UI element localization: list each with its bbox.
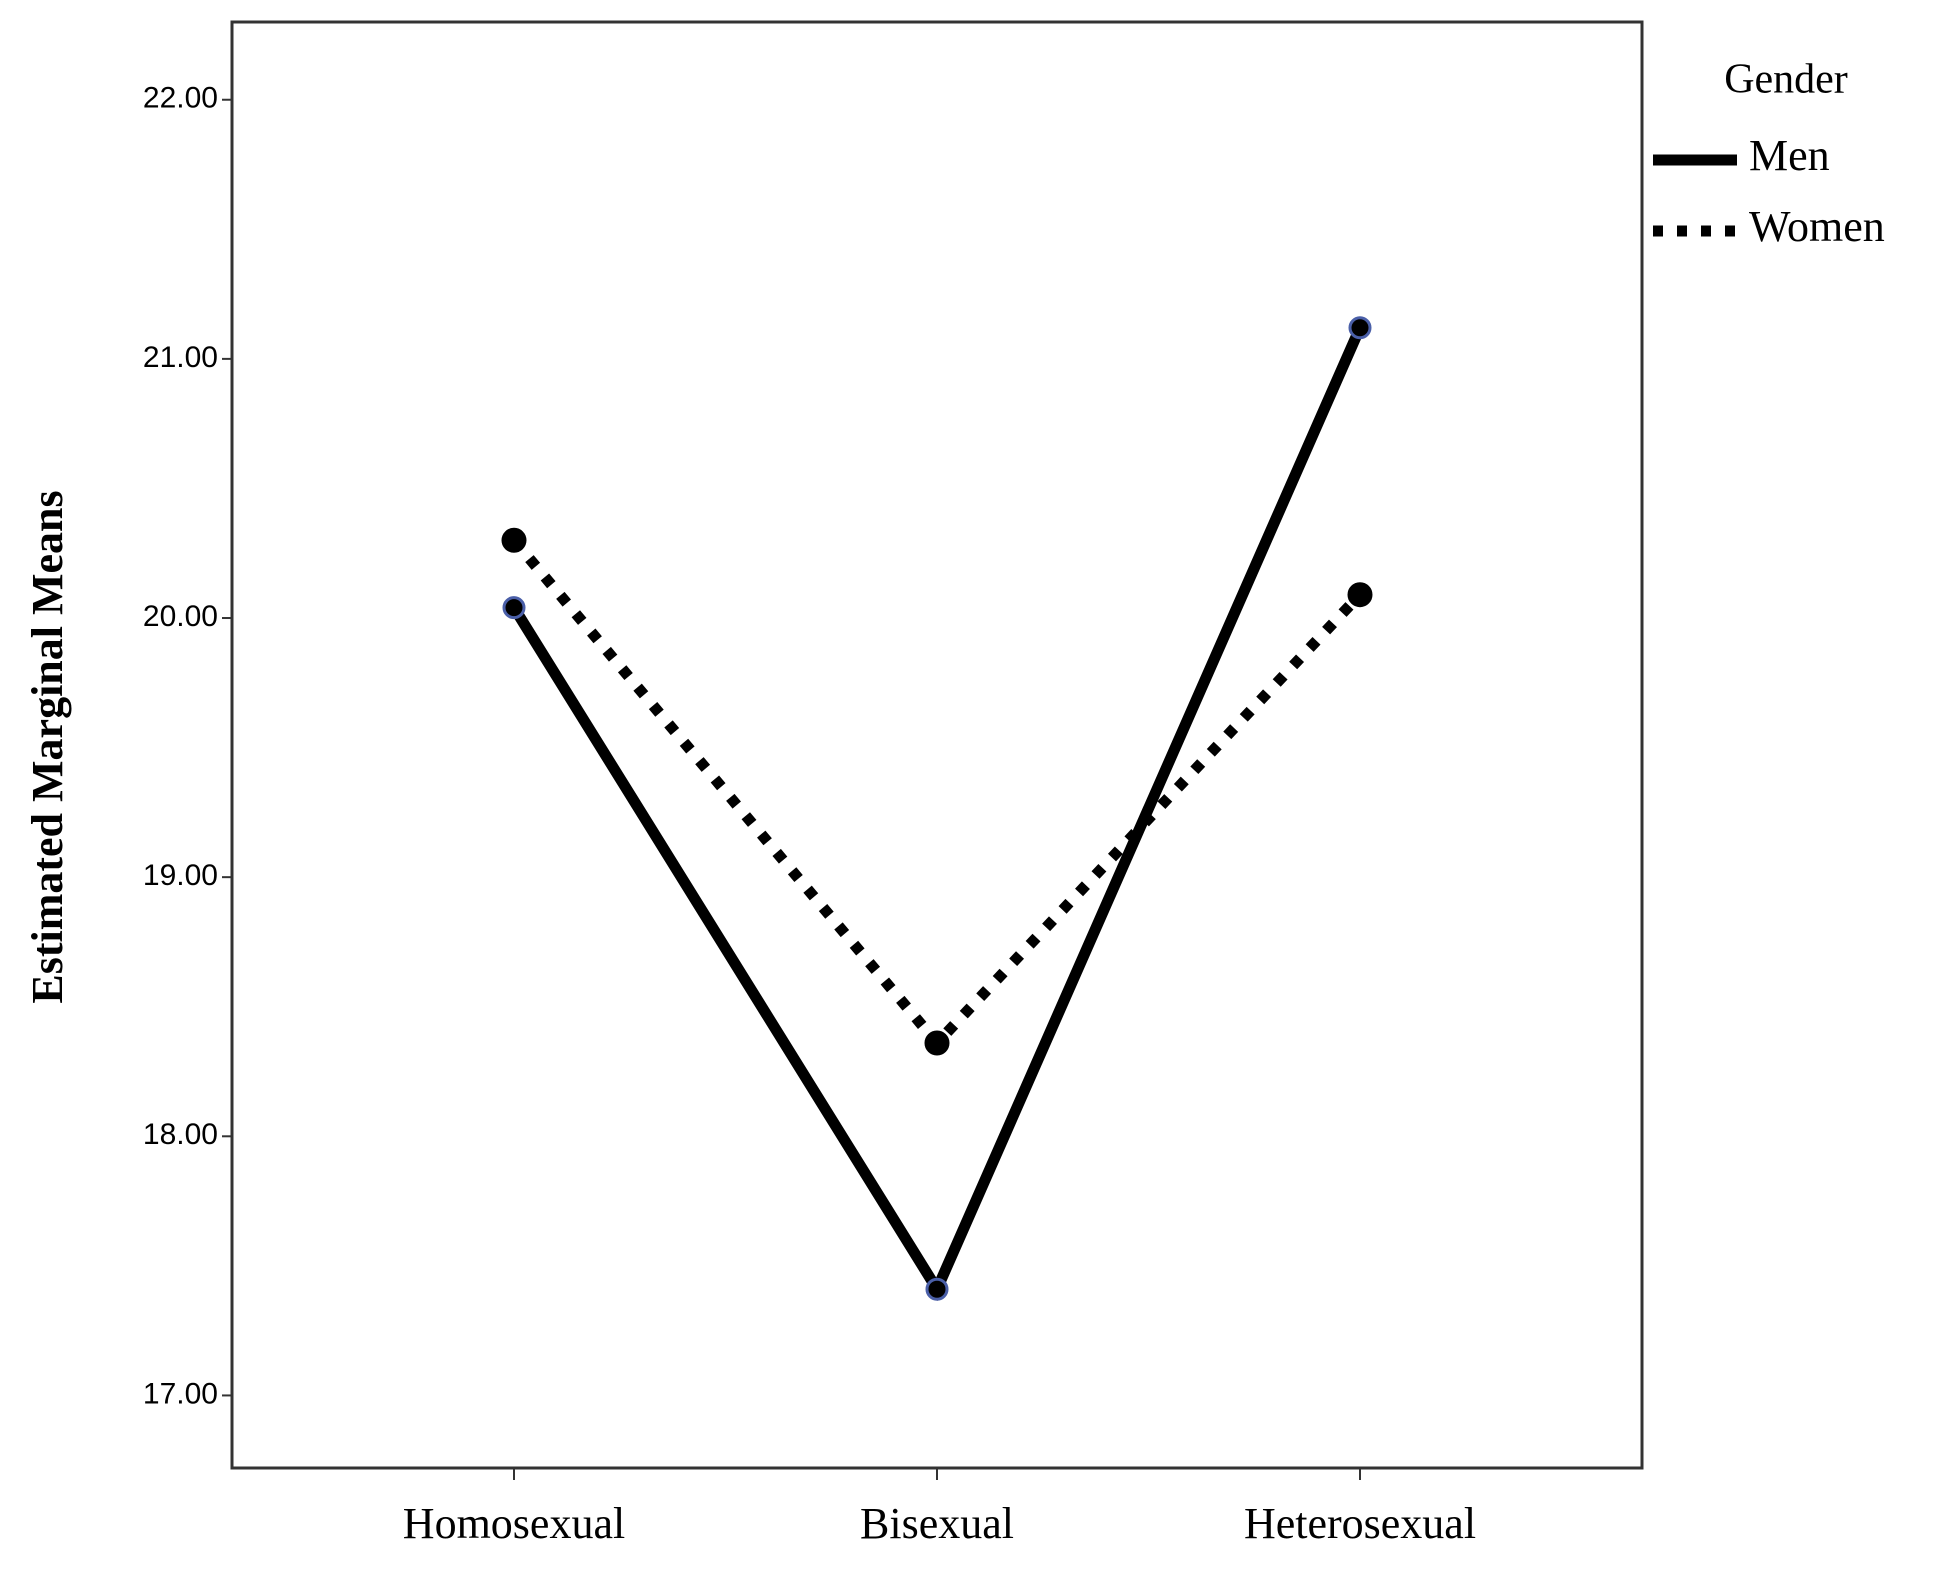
y-tick-label: 18.00 — [143, 1118, 218, 1151]
y-tick-label: 17.00 — [143, 1377, 218, 1410]
y-tick-label: 19.00 — [143, 859, 218, 892]
marker — [925, 1277, 949, 1301]
y-tick-label: 22.00 — [143, 82, 218, 115]
y-tick-label: 20.00 — [143, 600, 218, 633]
marker — [501, 527, 527, 553]
y-tick-label: 21.00 — [143, 341, 218, 374]
x-tick-label: Homosexual — [403, 1499, 625, 1548]
plot-frame — [230, 20, 1644, 1470]
legend-label: Men — [1749, 131, 1830, 180]
series-line — [509, 325, 1366, 1301]
x-tick-label: Heterosexual — [1244, 1499, 1476, 1548]
marker — [1347, 582, 1373, 608]
x-tick-label: Bisexual — [860, 1499, 1014, 1548]
marker — [502, 596, 526, 620]
marker — [1348, 316, 1372, 340]
legend-label: Women — [1749, 202, 1885, 251]
legend-title: Gender — [1724, 57, 1848, 103]
marker — [924, 1030, 950, 1056]
y-axis-title: Estimated Marginal Means — [23, 490, 72, 1003]
